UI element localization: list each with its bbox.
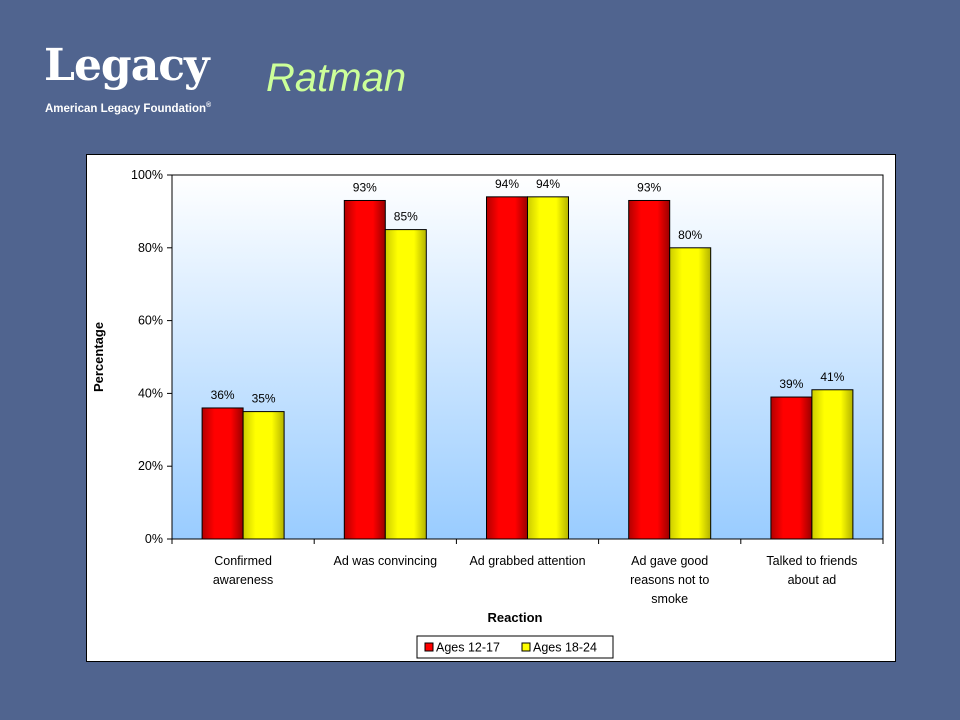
logo-subtitle-text: American Legacy Foundation (45, 102, 207, 115)
data-label: 39% (779, 377, 803, 391)
data-label: 35% (252, 392, 276, 406)
x-axis: Confirmed awareness Ad was convincing Ad gr… (171, 539, 884, 606)
chart-panel: 0% 20% 40% 60% 80% 100% Confirmed awareness Ad … (86, 154, 896, 662)
category-label: Confirmed (214, 554, 272, 568)
data-label: 41% (820, 370, 844, 384)
bar (201, 407, 244, 540)
data-label: 94% (536, 177, 560, 191)
slide-title: Ratman (266, 56, 407, 100)
y-tick-label: 60% (138, 314, 163, 328)
y-tick-label: 20% (138, 459, 163, 473)
legend: Ages 12-17 Ages 18-24 (416, 635, 614, 659)
bar (343, 199, 386, 540)
category-label: smoke (651, 592, 688, 606)
data-label: 85% (394, 210, 418, 224)
data-label: 93% (637, 180, 661, 194)
legend-box (416, 635, 614, 659)
legend-label: Ages 12-17 (436, 641, 500, 655)
legend-swatch (521, 642, 531, 652)
bar (811, 389, 854, 540)
bars: 36% 93% 94% 93% 39% 35% 85% 94% 80% 41% (201, 177, 854, 540)
legend-label: Ages 18-24 (533, 641, 597, 655)
legend-swatch (424, 642, 434, 652)
bar (527, 196, 569, 540)
legacy-logo: Legacy American Legacy Foundation® (44, 40, 234, 124)
category-label: reasons not to (630, 573, 709, 587)
category-label: Ad was convincing (334, 554, 438, 568)
registered-mark: ® (206, 102, 212, 109)
bar-chart: 0% 20% 40% 60% 80% 100% Confirmed awareness Ad … (91, 168, 884, 659)
y-axis: 0% 20% 40% 60% 80% 100% (131, 168, 172, 546)
data-label: 93% (353, 180, 377, 194)
category-label: Ad grabbed attention (469, 554, 585, 568)
category-label: awareness (213, 573, 273, 587)
data-label: 80% (678, 228, 702, 242)
y-tick-label: 80% (138, 241, 163, 255)
category-label: Talked to friends (766, 554, 857, 568)
bar (628, 199, 671, 540)
category-label: about ad (788, 573, 837, 587)
y-tick-label: 100% (131, 168, 163, 182)
data-label: 36% (211, 388, 235, 402)
y-tick-label: 0% (145, 532, 163, 546)
bar (486, 196, 528, 540)
y-tick-label: 40% (138, 386, 163, 400)
bar (770, 396, 813, 540)
data-label: 94% (495, 177, 519, 191)
logo-subtitle: American Legacy Foundation® (45, 102, 211, 115)
x-axis-title: Reaction (488, 610, 543, 625)
bar (242, 411, 285, 540)
logo-wordmark: Legacy (44, 40, 210, 91)
bar (669, 247, 712, 540)
category-label: Ad gave good (631, 554, 708, 568)
y-axis-title: Percentage (91, 322, 106, 392)
bar (384, 229, 427, 540)
